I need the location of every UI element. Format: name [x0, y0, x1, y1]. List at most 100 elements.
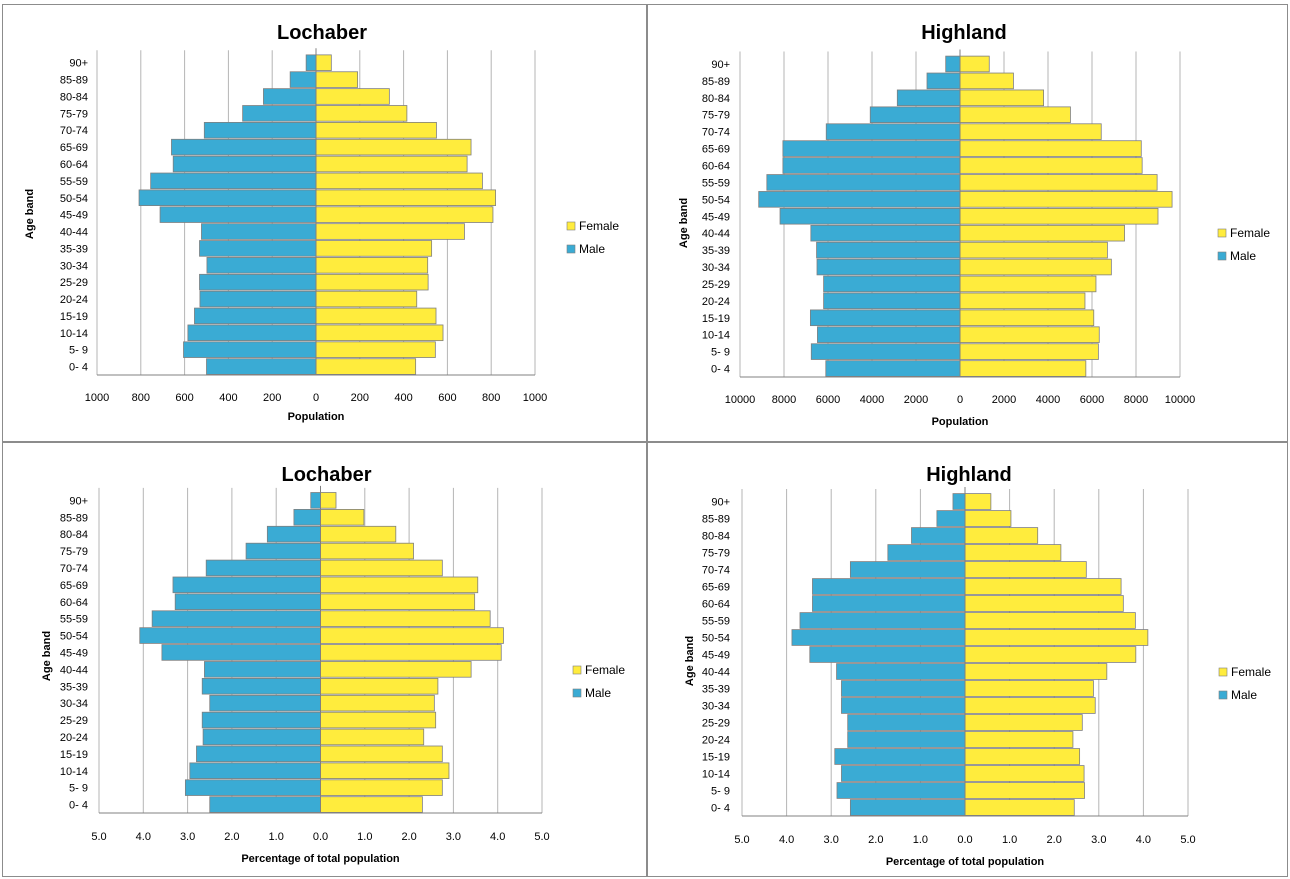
bar-female [321, 526, 396, 542]
bar-female [960, 208, 1158, 224]
y-tick-label: 25-29 [60, 277, 88, 289]
y-tick-label: 55-59 [702, 177, 730, 189]
bar-male [759, 191, 960, 207]
bar-male [811, 225, 960, 241]
x-tick-label: 6000 [816, 394, 840, 406]
x-tick-label: 600 [175, 392, 193, 404]
bar-female [321, 797, 423, 813]
bar-male [812, 596, 965, 612]
bar-female [321, 611, 491, 627]
bar-female [960, 73, 1013, 89]
y-tick-label: 70-74 [60, 563, 88, 575]
y-tick-label: 25-29 [702, 718, 730, 730]
x-tick-label: 0 [957, 394, 963, 406]
x-axis-title: Population [932, 416, 989, 428]
bar-male [850, 562, 965, 578]
y-tick-label: 5- 9 [711, 347, 730, 359]
bar-female [316, 106, 407, 122]
y-axis-title: Age band [24, 189, 36, 239]
bar-male [841, 698, 965, 714]
bar-male [139, 190, 316, 206]
bar-female [321, 712, 436, 728]
bar-male [783, 158, 960, 174]
legend-swatch-male [1218, 252, 1226, 260]
bar-female [960, 90, 1044, 106]
y-tick-label: 55-59 [60, 614, 88, 626]
y-tick-label: 90+ [69, 495, 88, 507]
y-tick-label: 80-84 [60, 91, 88, 103]
bar-male [837, 783, 965, 799]
y-tick-label: 35-39 [702, 684, 730, 696]
bar-female [321, 729, 424, 745]
x-tick-label: 0.0 [957, 834, 972, 846]
x-tick-label: 2000 [904, 394, 928, 406]
chart-title: Lochaber [277, 22, 367, 44]
bar-female [965, 766, 1084, 782]
y-tick-label: 20-24 [60, 294, 88, 306]
y-tick-label: 40-44 [702, 228, 730, 240]
y-tick-label: 80-84 [702, 93, 730, 105]
y-tick-label: 90+ [69, 58, 88, 70]
legend-swatch-female [573, 666, 581, 674]
bar-male [162, 645, 321, 661]
bar-male [188, 325, 316, 341]
x-tick-label: 2.0 [224, 831, 239, 843]
y-tick-label: 15-19 [60, 749, 88, 761]
chart-panel-lochaber-population: Lochaber 0- 4 5- 9 10-14 15-19 20-24 25-29 30-3… [2, 4, 647, 442]
legend-label-male: Male [579, 242, 605, 256]
y-tick-label: 40-44 [702, 667, 730, 679]
bar-male [200, 291, 316, 307]
y-tick-label: 0- 4 [711, 364, 730, 376]
bar-male [294, 509, 321, 525]
bar-female [965, 800, 1074, 816]
y-tick-label: 50-54 [702, 194, 730, 206]
bar-male [780, 208, 960, 224]
bar-male [783, 141, 960, 157]
pyramid-chart-highland-percentage: Highland 0- 4 5- 9 10-14 15-19 20-24 25-29 30-3… [648, 443, 1287, 876]
x-tick-label: 3.0 [446, 831, 461, 843]
bar-female [321, 678, 438, 694]
y-tick-label: 50-54 [702, 633, 730, 645]
pyramid-chart-lochaber-population: Lochaber 0- 4 5- 9 10-14 15-19 20-24 25-29 30-3… [3, 5, 646, 441]
bar-male [953, 494, 965, 510]
y-tick-label: 25-29 [60, 715, 88, 727]
bar-male [927, 73, 960, 89]
y-tick-label: 10-14 [702, 330, 730, 342]
bar-female [316, 89, 389, 105]
x-tick-label: 8000 [772, 394, 796, 406]
x-tick-label: 2.0 [868, 834, 883, 846]
y-tick-label: 40-44 [60, 664, 88, 676]
x-tick-label: 2.0 [401, 831, 416, 843]
bar-male [152, 611, 320, 627]
x-axis-title: Percentage of total population [886, 856, 1045, 868]
bar-male [826, 124, 960, 140]
x-tick-label: 1000 [85, 392, 109, 404]
y-tick-label: 75-79 [702, 110, 730, 122]
y-axis-title: Age band [684, 636, 696, 686]
x-tick-label: 4000 [860, 394, 884, 406]
bar-male [767, 175, 960, 191]
y-tick-label: 60-64 [60, 159, 88, 171]
y-tick-label: 30-34 [60, 260, 88, 272]
x-tick-label: 1.0 [913, 834, 928, 846]
y-tick-label: 0- 4 [69, 800, 88, 812]
legend-label-female: Female [1230, 226, 1270, 240]
bar-female [965, 681, 1093, 697]
bar-female [960, 259, 1111, 275]
chart-panel-lochaber-percentage: Lochaber 0- 4 5- 9 10-14 15-19 20-24 25-29 30-3… [2, 442, 647, 877]
bar-female [960, 361, 1086, 377]
bar-female [321, 577, 478, 593]
x-tick-label: 1.0 [269, 831, 284, 843]
bar-male [810, 310, 960, 326]
bar-female [316, 308, 436, 324]
bar-male [841, 681, 965, 697]
y-tick-label: 85-89 [60, 512, 88, 524]
bar-male [817, 242, 960, 258]
bar-female [965, 511, 1011, 527]
bar-female [965, 647, 1136, 663]
legend-swatch-male [573, 689, 581, 697]
bar-male [185, 780, 320, 796]
y-tick-label: 50-54 [60, 193, 88, 205]
bar-male [824, 293, 960, 309]
legend-swatch-male [567, 245, 575, 253]
